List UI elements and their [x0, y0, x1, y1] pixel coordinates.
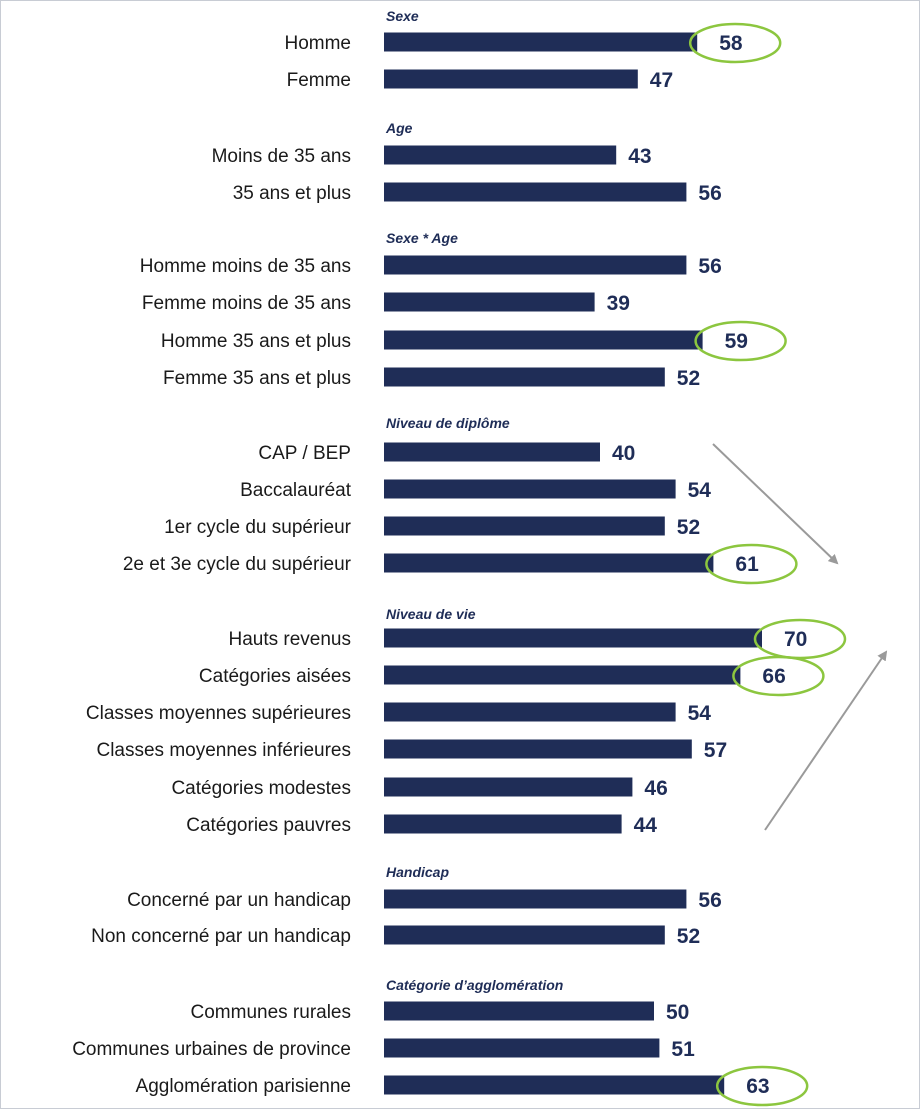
- bar: [384, 69, 638, 89]
- highlight-circle: [715, 1065, 809, 1107]
- group-title: Niveau de diplôme: [386, 415, 510, 431]
- category-label: Classes moyennes supérieures: [86, 703, 351, 724]
- value-label: 54: [688, 479, 712, 502]
- highlight-circle: [705, 543, 798, 585]
- group-title: Niveau de vie: [386, 606, 476, 622]
- bar: [384, 665, 741, 685]
- bar: [384, 702, 676, 722]
- bar: [384, 32, 698, 52]
- category-label: Catégories aisées: [199, 666, 351, 687]
- value-label: 51: [671, 1038, 695, 1061]
- value-label: 61: [735, 553, 759, 576]
- bar: [384, 479, 676, 499]
- value-label: 56: [698, 889, 721, 912]
- category-label: Homme: [284, 33, 351, 54]
- value-label: 56: [698, 182, 721, 205]
- value-label: 46: [644, 777, 667, 800]
- trend-arrow-niveau-de-vie: [764, 650, 888, 831]
- group-title: Handicap: [386, 864, 449, 880]
- value-label: 59: [725, 330, 748, 353]
- bar: [384, 367, 665, 387]
- category-label: 35 ans et plus: [233, 183, 351, 204]
- category-label: Catégories pauvres: [186, 815, 351, 836]
- highlight-circle: [732, 655, 825, 697]
- value-label: 66: [762, 665, 785, 688]
- category-label: Catégories modestes: [171, 778, 351, 799]
- group-title: Sexe * Age: [386, 230, 458, 246]
- value-label: 54: [688, 702, 712, 725]
- category-label: Agglomération parisienne: [136, 1076, 351, 1097]
- category-label: Femme: [287, 70, 351, 91]
- category-label: Non concerné par un handicap: [91, 926, 351, 947]
- highlight-circle: [688, 22, 782, 64]
- value-label: 44: [634, 814, 658, 837]
- category-label: Femme moins de 35 ans: [142, 293, 351, 314]
- value-label: 43: [628, 145, 651, 168]
- category-label: Femme 35 ans et plus: [163, 368, 351, 389]
- bar: [384, 1075, 725, 1095]
- category-label: Homme 35 ans et plus: [161, 331, 351, 352]
- category-label: Classes moyennes inférieures: [96, 740, 351, 761]
- value-label: 52: [677, 925, 700, 948]
- bar: [384, 1001, 654, 1021]
- bar: [384, 777, 633, 797]
- bar: [384, 182, 687, 202]
- category-label: CAP / BEP: [258, 443, 351, 464]
- group-title: Sexe: [386, 8, 419, 24]
- value-label: 56: [698, 255, 721, 278]
- category-label: 2e et 3e cycle du supérieur: [123, 554, 352, 575]
- category-label: Hauts revenus: [228, 629, 351, 650]
- bar: [384, 925, 665, 945]
- value-label: 52: [677, 367, 700, 390]
- group-title: Age: [385, 120, 413, 136]
- bar: [384, 442, 600, 462]
- category-label: Communes rurales: [191, 1002, 352, 1023]
- value-label: 40: [612, 442, 635, 465]
- bar: [384, 255, 687, 275]
- category-label: Homme moins de 35 ans: [140, 256, 351, 277]
- category-label: 1er cycle du supérieur: [164, 517, 352, 538]
- trend-arrow-diplome: [712, 443, 839, 565]
- bar: [384, 553, 714, 573]
- bar: [384, 814, 622, 834]
- bar: [384, 628, 762, 648]
- bar: [384, 292, 595, 312]
- category-label: Moins de 35 ans: [212, 146, 351, 167]
- value-label: 47: [650, 69, 673, 92]
- value-label: 50: [666, 1001, 689, 1024]
- value-label: 52: [677, 516, 700, 539]
- value-label: 39: [607, 292, 630, 315]
- value-label: 70: [784, 628, 807, 651]
- value-label: 63: [746, 1075, 769, 1098]
- bar: [384, 330, 703, 350]
- category-label: Concerné par un handicap: [127, 890, 351, 911]
- bar: [384, 1038, 660, 1058]
- value-label: 57: [704, 739, 727, 762]
- bar: [384, 889, 687, 909]
- bar: [384, 739, 692, 759]
- bar: [384, 516, 665, 536]
- category-label: Communes urbaines de province: [72, 1039, 351, 1060]
- group-title: Catégorie d’agglomération: [386, 977, 563, 993]
- category-label: Baccalauréat: [240, 480, 352, 501]
- bar: [384, 145, 617, 165]
- value-label: 58: [719, 32, 743, 55]
- highlight-circle: [694, 320, 787, 362]
